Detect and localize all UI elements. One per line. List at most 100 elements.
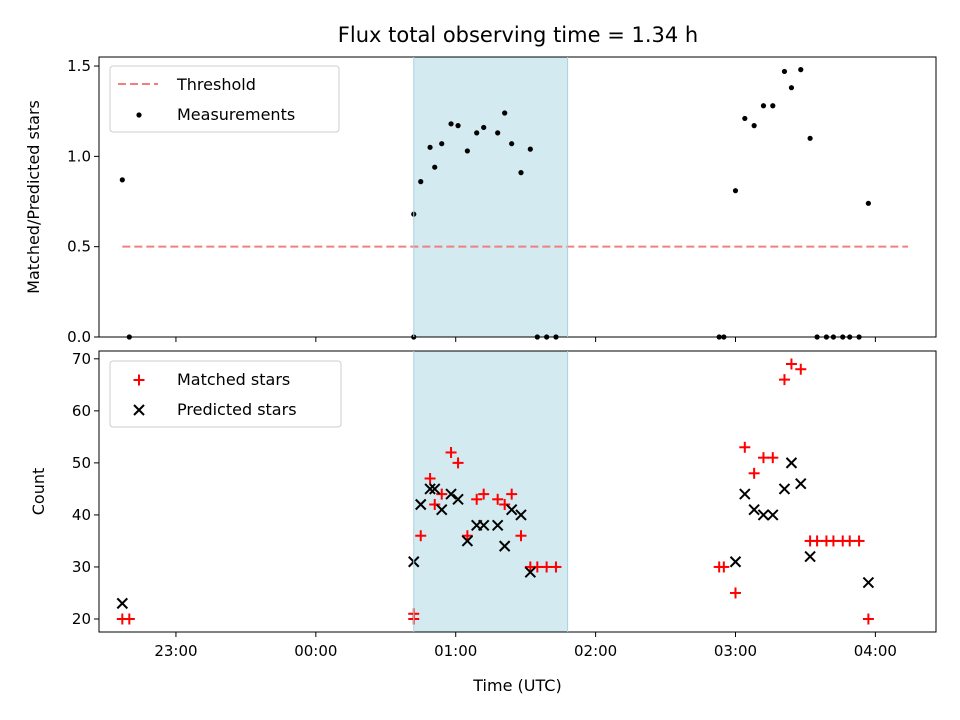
predicted-star-point bbox=[505, 504, 518, 516]
bottom-x-ticks: 23:00 00:00 01:00 02:00 03:00 04:00 bbox=[154, 632, 897, 660]
matched-star-point bbox=[424, 472, 436, 484]
matched-star-point bbox=[541, 561, 553, 573]
measurement-point bbox=[464, 148, 470, 154]
top-y-axis-label: Matched/Predicted stars bbox=[24, 100, 43, 294]
predicted-star-point bbox=[477, 519, 490, 532]
marker-stroke bbox=[785, 457, 798, 469]
predicted-star-point bbox=[757, 509, 770, 521]
matched-star-point bbox=[757, 452, 769, 464]
chart-title: Flux total observing time = 1.34 h bbox=[338, 23, 698, 47]
measurement-point bbox=[418, 179, 424, 185]
measurement-point bbox=[751, 123, 757, 129]
matched-star-point bbox=[506, 488, 518, 500]
y-tick-label: 1.5 bbox=[67, 57, 91, 75]
legend-x-marker bbox=[133, 404, 145, 416]
predicted-star-point bbox=[524, 566, 537, 578]
predicted-star-point bbox=[748, 504, 760, 516]
marker-stroke bbox=[445, 488, 457, 500]
measurement-point bbox=[509, 141, 515, 147]
matched-star-point bbox=[531, 561, 543, 573]
bottom-y-axis-label: Count bbox=[29, 468, 48, 516]
measurement-point bbox=[798, 67, 804, 73]
legend-plus-marker bbox=[133, 374, 145, 386]
marker-stroke bbox=[804, 550, 816, 563]
matched-star-point bbox=[785, 358, 797, 370]
marker-stroke bbox=[436, 504, 448, 516]
marker-stroke bbox=[524, 566, 537, 578]
bottom-axes-frame bbox=[98, 350, 937, 633]
y-tick-label: 0.0 bbox=[67, 328, 91, 346]
x-tick-label: 04:00 bbox=[854, 642, 897, 660]
bottom-y-ticks: 20 30 40 50 60 70 bbox=[72, 350, 99, 628]
matched-star-point bbox=[862, 613, 874, 625]
marker-stroke bbox=[498, 540, 511, 552]
marker-stroke bbox=[739, 488, 751, 500]
marker-stroke bbox=[133, 404, 145, 416]
matched-star-point bbox=[739, 441, 751, 453]
count-points bbox=[116, 358, 875, 625]
measurement-point bbox=[770, 103, 776, 109]
x-tick-label: 01:00 bbox=[434, 642, 477, 660]
marker-stroke bbox=[452, 493, 464, 506]
marker-stroke bbox=[778, 483, 791, 495]
legend-measurements-swatch bbox=[136, 112, 142, 118]
predicted-star-point bbox=[795, 477, 807, 490]
predicted-star-point bbox=[729, 556, 742, 568]
marker-stroke bbox=[862, 576, 875, 589]
bottom-panel: 20 30 40 50 60 70 23:00 00:00 01:00 02:00 03:00 04… bbox=[29, 350, 937, 695]
matched-star-point bbox=[795, 363, 807, 375]
marker-stroke bbox=[461, 535, 474, 547]
marker-stroke bbox=[748, 504, 760, 516]
matched-star-point bbox=[729, 587, 741, 599]
y-tick-label: 60 bbox=[72, 402, 91, 420]
top-x-ticks bbox=[175, 337, 876, 342]
predicted-star-point bbox=[767, 509, 779, 521]
marker-stroke bbox=[116, 597, 129, 610]
y-tick-label: 50 bbox=[72, 454, 91, 472]
measurement-point bbox=[865, 200, 871, 206]
predicted-star-point bbox=[445, 488, 457, 500]
legend-matched-swatch bbox=[133, 374, 145, 386]
measurement-point bbox=[474, 130, 480, 136]
predicted-star-point bbox=[785, 457, 798, 469]
y-tick-label: 0.5 bbox=[67, 238, 91, 256]
matched-star-point bbox=[452, 457, 464, 469]
matched-star-point bbox=[499, 499, 511, 511]
measurement-point bbox=[502, 110, 508, 116]
predicted-star-point bbox=[461, 535, 474, 547]
x-axis-label: Time (UTC) bbox=[472, 676, 561, 695]
matched-star-point bbox=[492, 493, 504, 505]
predicted-star-point bbox=[515, 509, 527, 521]
matched-star-point bbox=[515, 530, 527, 542]
matched-star-point bbox=[718, 561, 730, 573]
marker-stroke bbox=[429, 483, 441, 495]
matched-star-point bbox=[853, 535, 865, 547]
legend-predicted-label: Predicted stars bbox=[177, 400, 297, 419]
matched-star-point bbox=[827, 535, 839, 547]
top-axes-frame bbox=[98, 56, 937, 338]
measurement-point bbox=[760, 103, 767, 109]
marker-stroke bbox=[491, 519, 504, 532]
predicted-star-point bbox=[116, 597, 129, 610]
y-tick-label: 70 bbox=[72, 350, 91, 368]
legend-matched-label: Matched stars bbox=[177, 370, 290, 389]
marker-stroke bbox=[729, 556, 742, 568]
legend-threshold-label: Threshold bbox=[176, 75, 256, 94]
measurement-point bbox=[439, 141, 445, 147]
predicted-star-point bbox=[452, 493, 464, 506]
matched-star-point bbox=[429, 499, 441, 511]
matched-star-point bbox=[811, 535, 823, 547]
matched-star-point bbox=[748, 467, 760, 479]
x-tick-label: 23:00 bbox=[154, 642, 197, 660]
measurement-points bbox=[119, 67, 871, 340]
y-tick-label: 40 bbox=[72, 506, 91, 524]
measurement-point bbox=[742, 115, 748, 122]
predicted-star-point bbox=[429, 483, 441, 495]
top-shaded-region bbox=[413, 57, 568, 337]
measurement-point bbox=[119, 177, 125, 183]
matched-star-point bbox=[461, 530, 473, 542]
marker-stroke bbox=[515, 509, 527, 521]
x-tick-label: 03:00 bbox=[714, 642, 757, 660]
measurement-point bbox=[432, 164, 438, 170]
